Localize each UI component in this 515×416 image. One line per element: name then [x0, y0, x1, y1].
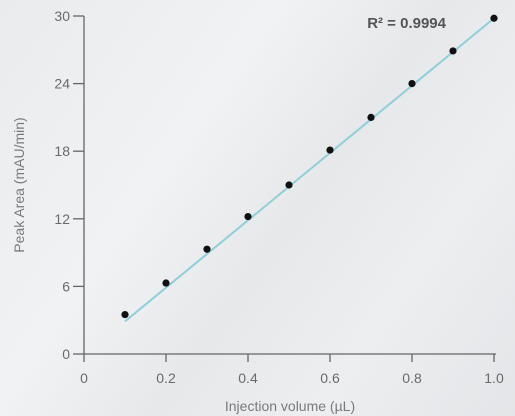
y-tick-label: 12 [54, 211, 70, 227]
axes [83, 16, 496, 355]
data-point [326, 146, 334, 154]
x-tick-label: 0.8 [402, 370, 422, 386]
x-tick-label: 0 [80, 370, 88, 386]
data-point [162, 279, 170, 287]
y-tick-label: 24 [54, 76, 70, 92]
r-squared-label: R² = 0.9994 [367, 15, 446, 32]
x-tick-label: 0.6 [320, 370, 340, 386]
x-ticks: 0 0.2 0.4 0.6 0.8 1.0 [80, 354, 504, 386]
data-point [408, 80, 416, 88]
y-tick-label: 18 [54, 143, 70, 159]
y-tick-label: 30 [54, 8, 70, 24]
x-tick-label: 0.2 [156, 370, 176, 386]
data-point [244, 212, 252, 221]
x-tick-label: 1.0 [484, 370, 504, 386]
data-point [285, 181, 293, 189]
data-point [367, 113, 375, 121]
y-tick-label: 6 [62, 278, 70, 294]
x-axis-title: Injection volume (µL) [225, 398, 355, 414]
fit-line [124, 17, 495, 323]
x-tick-label: 0.4 [238, 370, 258, 386]
data-point [203, 245, 211, 253]
y-ticks: 0 6 12 18 24 30 [54, 8, 84, 362]
data-point [121, 310, 129, 319]
data-points [121, 14, 498, 319]
data-point [449, 47, 457, 55]
data-point [490, 14, 498, 22]
y-tick-label: 0 [62, 346, 70, 362]
y-axis-title: Peak Area (mAU/min) [11, 117, 27, 252]
